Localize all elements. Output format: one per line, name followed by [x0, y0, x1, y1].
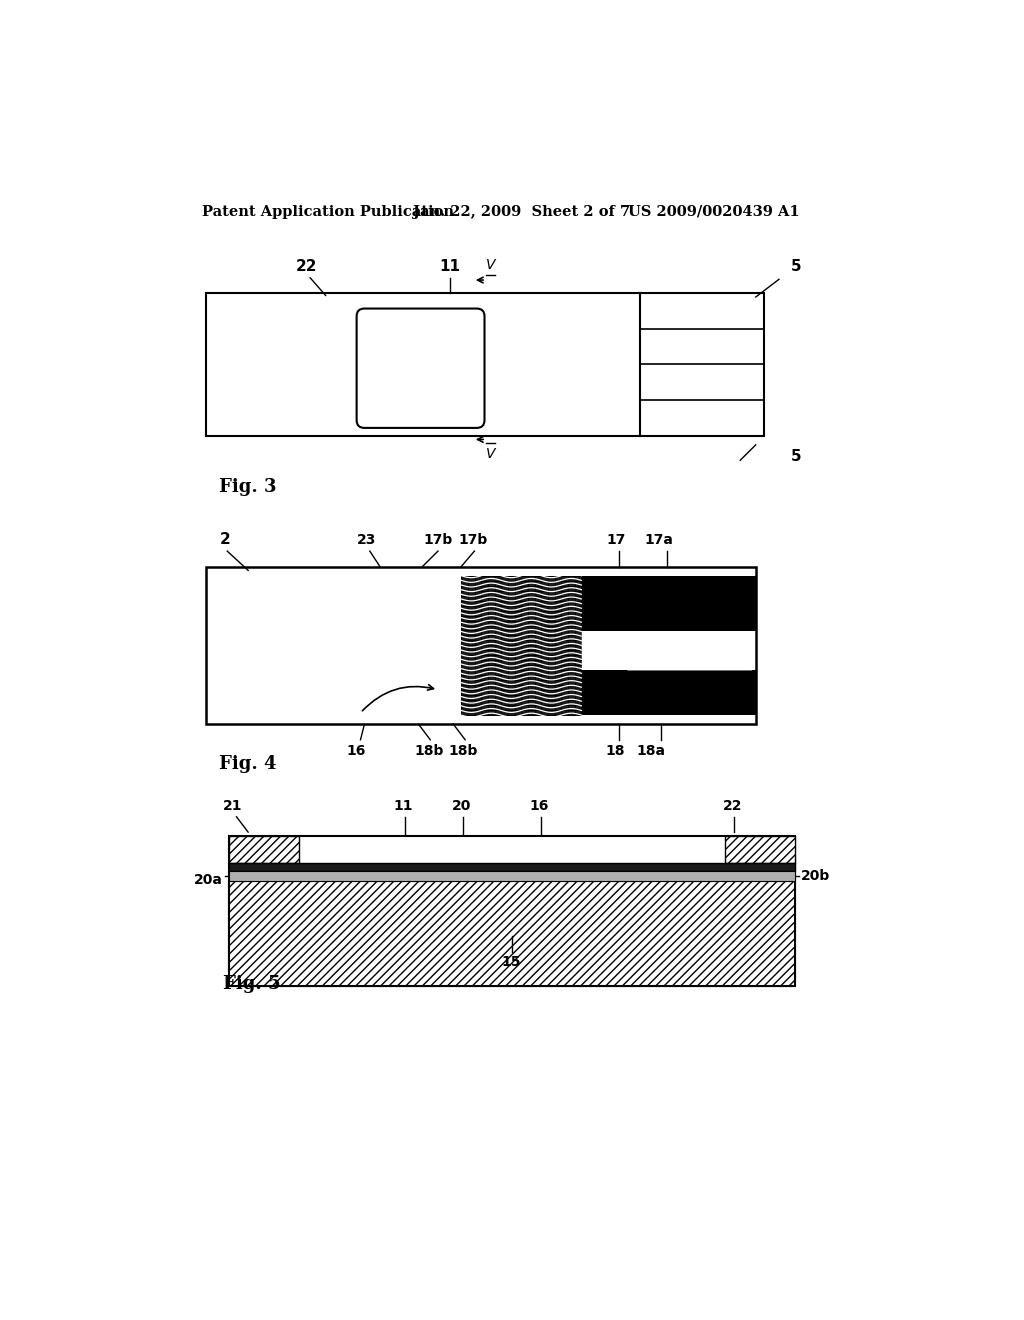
Bar: [461, 576, 582, 715]
Text: 5: 5: [791, 449, 802, 465]
Text: US 2009/0020439 A1: US 2009/0020439 A1: [628, 205, 800, 219]
Text: V: V: [486, 259, 496, 272]
Text: Patent Application Publication: Patent Application Publication: [202, 205, 454, 219]
Text: 11: 11: [439, 259, 460, 275]
Polygon shape: [582, 631, 752, 671]
Text: 17: 17: [606, 533, 626, 548]
Text: 22: 22: [723, 799, 742, 813]
Text: 18b: 18b: [414, 743, 443, 758]
Text: 18: 18: [605, 743, 625, 758]
Bar: [228, 863, 795, 871]
Text: Fig. 4: Fig. 4: [219, 755, 276, 774]
Bar: [461, 671, 756, 715]
Text: V: V: [486, 447, 496, 461]
Bar: [228, 882, 795, 986]
Text: 17b: 17b: [459, 533, 487, 548]
Bar: [206, 293, 764, 436]
Text: 20: 20: [452, 799, 471, 813]
Text: 16: 16: [529, 799, 549, 813]
Text: 17b: 17b: [423, 533, 453, 548]
FancyBboxPatch shape: [356, 309, 484, 428]
Bar: [725, 836, 795, 863]
Bar: [461, 576, 756, 631]
Bar: [206, 566, 756, 725]
Text: 2: 2: [219, 532, 230, 548]
Text: 21: 21: [223, 799, 243, 813]
Text: 18b: 18b: [449, 743, 477, 758]
Text: 16: 16: [347, 743, 367, 758]
Text: Fig. 3: Fig. 3: [219, 478, 276, 496]
Text: 11: 11: [393, 799, 413, 813]
Bar: [228, 836, 795, 986]
Text: 17a: 17a: [644, 533, 674, 548]
Text: 23: 23: [357, 533, 377, 548]
Text: Jan. 22, 2009  Sheet 2 of 7: Jan. 22, 2009 Sheet 2 of 7: [414, 205, 631, 219]
Bar: [228, 871, 795, 882]
Text: 22: 22: [296, 259, 317, 275]
Text: 15: 15: [502, 956, 521, 969]
Text: 18a: 18a: [637, 743, 666, 758]
Text: 20a: 20a: [194, 873, 222, 887]
Bar: [228, 836, 299, 863]
Text: 5: 5: [791, 259, 802, 275]
Text: 20b: 20b: [801, 869, 829, 883]
Text: Fig. 5: Fig. 5: [223, 974, 281, 993]
